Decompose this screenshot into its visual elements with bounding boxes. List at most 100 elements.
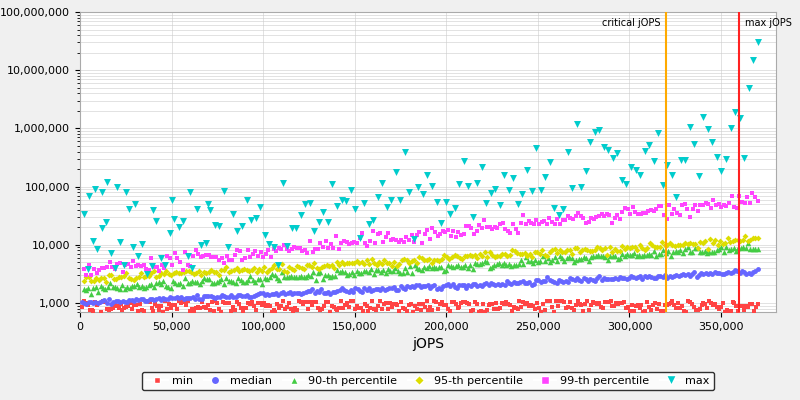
Point — [659, 250, 672, 256]
Point — [620, 181, 633, 188]
Point — [335, 240, 348, 246]
Point — [546, 304, 559, 310]
Point — [566, 216, 579, 222]
Point — [616, 208, 629, 215]
Point — [696, 248, 709, 255]
Point — [176, 267, 189, 274]
Point — [218, 300, 231, 307]
Point — [179, 294, 192, 301]
Point — [413, 266, 426, 272]
Point — [190, 270, 203, 276]
Point — [475, 282, 488, 289]
Point — [751, 234, 764, 241]
Point — [351, 285, 364, 292]
Point — [378, 300, 390, 307]
Point — [707, 196, 720, 203]
Point — [720, 270, 733, 276]
Point — [213, 278, 226, 284]
Point — [507, 175, 520, 181]
Point — [262, 302, 274, 308]
Point — [417, 190, 430, 197]
Point — [674, 247, 686, 253]
Point — [230, 280, 242, 287]
Point — [193, 268, 206, 274]
Point — [265, 254, 278, 260]
Point — [235, 223, 248, 229]
Point — [251, 276, 264, 282]
Point — [637, 210, 650, 216]
Point — [430, 257, 443, 264]
Point — [593, 300, 606, 307]
Point — [127, 276, 140, 283]
Point — [350, 268, 363, 274]
Point — [329, 289, 342, 295]
Point — [134, 296, 147, 302]
Point — [593, 213, 606, 220]
Point — [541, 255, 554, 262]
Point — [434, 301, 446, 307]
Point — [551, 250, 564, 256]
Point — [635, 302, 648, 308]
Point — [697, 202, 710, 208]
Point — [258, 300, 270, 306]
Point — [554, 298, 566, 304]
Point — [111, 285, 124, 292]
Point — [722, 235, 734, 241]
Point — [626, 252, 638, 258]
Point — [315, 286, 328, 292]
Point — [740, 303, 753, 310]
Point — [376, 180, 389, 186]
Point — [199, 305, 212, 312]
Point — [451, 304, 464, 311]
Point — [207, 268, 220, 275]
Point — [94, 283, 107, 290]
Point — [711, 242, 724, 248]
Point — [506, 247, 518, 254]
Point — [249, 248, 262, 254]
Point — [263, 292, 276, 299]
Point — [273, 245, 286, 252]
Point — [461, 253, 474, 260]
Point — [533, 305, 546, 312]
Point — [261, 291, 274, 298]
Point — [395, 299, 408, 305]
Point — [558, 249, 571, 255]
Point — [292, 274, 305, 280]
Point — [78, 278, 90, 284]
Point — [652, 129, 665, 136]
Point — [384, 237, 397, 243]
Point — [150, 264, 163, 270]
Point — [614, 248, 626, 254]
Point — [187, 270, 200, 277]
Point — [686, 249, 699, 256]
Point — [297, 274, 310, 280]
Point — [751, 245, 764, 252]
Point — [716, 241, 729, 248]
Point — [154, 297, 167, 303]
Point — [699, 301, 712, 307]
Point — [415, 255, 428, 261]
Point — [423, 285, 436, 291]
Point — [550, 280, 563, 286]
Point — [483, 265, 496, 271]
Point — [259, 302, 272, 309]
Point — [670, 194, 682, 200]
Point — [398, 256, 410, 262]
Point — [130, 296, 142, 302]
Point — [552, 211, 565, 218]
Point — [330, 259, 343, 265]
Point — [569, 213, 582, 219]
Point — [473, 221, 486, 228]
Point — [669, 248, 682, 254]
Point — [718, 248, 730, 255]
Point — [548, 253, 561, 260]
Point — [486, 226, 498, 232]
Point — [324, 291, 337, 297]
Point — [360, 286, 373, 293]
Point — [415, 266, 428, 273]
Point — [459, 298, 472, 305]
Point — [598, 275, 610, 281]
Point — [682, 270, 694, 277]
Point — [258, 232, 271, 238]
Point — [85, 290, 98, 297]
